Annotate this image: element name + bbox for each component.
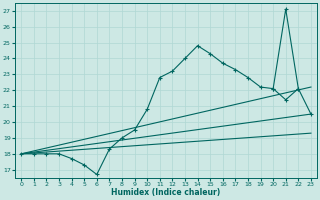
X-axis label: Humidex (Indice chaleur): Humidex (Indice chaleur) [111, 188, 221, 197]
